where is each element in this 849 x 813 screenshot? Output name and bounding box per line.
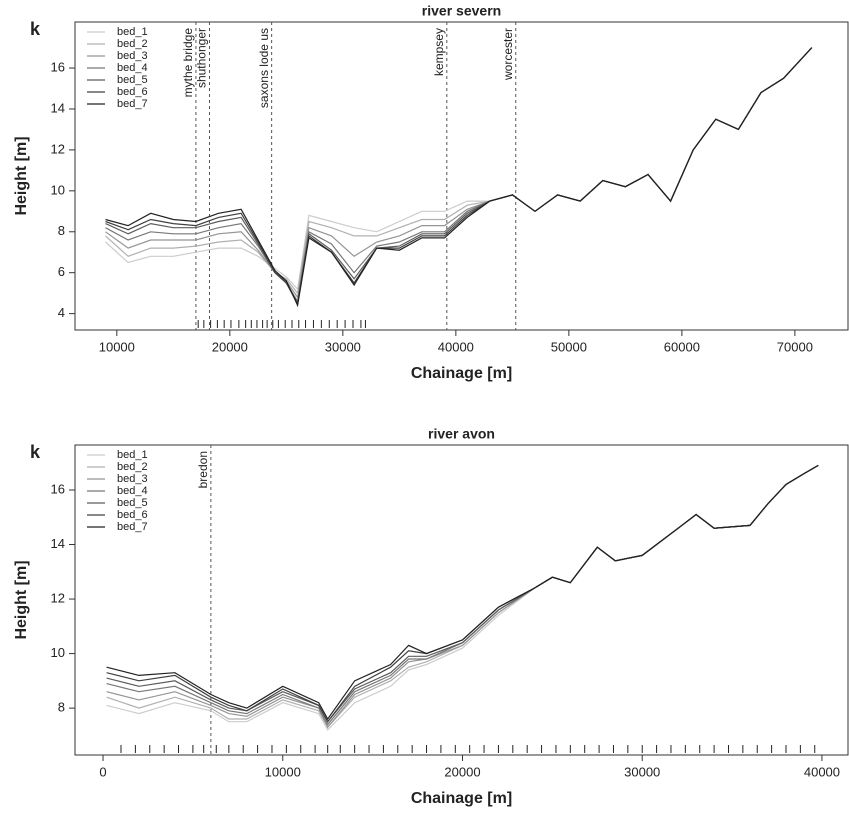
x-tick-label: 30000 [624, 764, 660, 779]
legend-label: bed_4 [117, 62, 148, 74]
x-tick-label: 20000 [444, 764, 480, 779]
legend-label: bed_5 [117, 497, 148, 509]
legend-label: bed_1 [117, 449, 148, 461]
legend-label: bed_3 [117, 473, 148, 485]
y-tick-label: 14 [51, 100, 65, 115]
series-line [106, 464, 819, 729]
y-tick-label: 16 [51, 481, 65, 496]
y-tick-label: 12 [51, 141, 65, 156]
chart-title: river avon [428, 426, 495, 442]
y-tick-label: 10 [51, 182, 65, 197]
chart-title: river severn [422, 3, 501, 19]
x-tick-label: 40000 [438, 339, 474, 354]
y-tick-label: 10 [51, 645, 65, 660]
legend-label: bed_3 [117, 50, 148, 62]
series-line [105, 47, 813, 303]
y-tick-label: 4 [58, 305, 65, 320]
x-tick-label: 30000 [325, 339, 361, 354]
annotation-label: bredon [196, 451, 210, 488]
x-tick-label: 0 [99, 764, 106, 779]
legend-label: bed_6 [117, 86, 148, 98]
series-line [106, 464, 819, 721]
legend-label: bed_4 [117, 485, 148, 497]
annotation-label: worcester [501, 28, 515, 81]
y-tick-label: 8 [58, 223, 65, 238]
series-line [106, 464, 819, 731]
plot-frame [74, 444, 849, 756]
y-tick-label: 6 [58, 264, 65, 279]
plot-frame [74, 21, 849, 331]
series-line [105, 47, 813, 291]
legend-label: bed_6 [117, 509, 148, 521]
x-tick-label: 10000 [99, 339, 135, 354]
y-axis-label: Height [m] [13, 560, 30, 639]
x-axis-label: Chainage [m] [411, 365, 512, 382]
series-line [106, 464, 819, 723]
y-tick-label: 8 [58, 700, 65, 715]
panel-label: k [30, 19, 41, 39]
series-line [106, 464, 819, 729]
x-tick-label: 70000 [777, 339, 813, 354]
x-tick-label: 10000 [265, 764, 301, 779]
annotation-label: mythe bridge [181, 28, 195, 98]
legend-label: bed_7 [117, 521, 148, 533]
series-line [106, 464, 819, 723]
legend-label: bed_2 [117, 461, 148, 473]
x-tick-label: 20000 [212, 339, 248, 354]
x-tick-label: 40000 [804, 764, 840, 779]
annotation-label: saxons lode us [257, 28, 271, 108]
legend-label: bed_2 [117, 38, 148, 50]
legend-label: bed_5 [117, 74, 148, 86]
y-tick-label: 14 [51, 536, 65, 551]
series-line [105, 47, 813, 306]
y-tick-label: 12 [51, 590, 65, 605]
y-axis-label: Height [m] [13, 136, 30, 215]
x-tick-label: 50000 [551, 339, 587, 354]
series-line [105, 47, 813, 308]
series-line [105, 47, 813, 299]
series-line [105, 47, 813, 306]
x-axis-label: Chainage [m] [411, 790, 512, 807]
panel-label: k [30, 442, 41, 462]
series-line [106, 464, 819, 726]
legend-label: bed_1 [117, 26, 148, 38]
legend-label: bed_7 [117, 98, 148, 110]
annotation-label: kempsey [432, 28, 446, 76]
annotation-label: shuthonger [195, 28, 209, 88]
series-line [105, 47, 813, 295]
y-tick-label: 16 [51, 59, 65, 74]
x-tick-label: 60000 [664, 339, 700, 354]
